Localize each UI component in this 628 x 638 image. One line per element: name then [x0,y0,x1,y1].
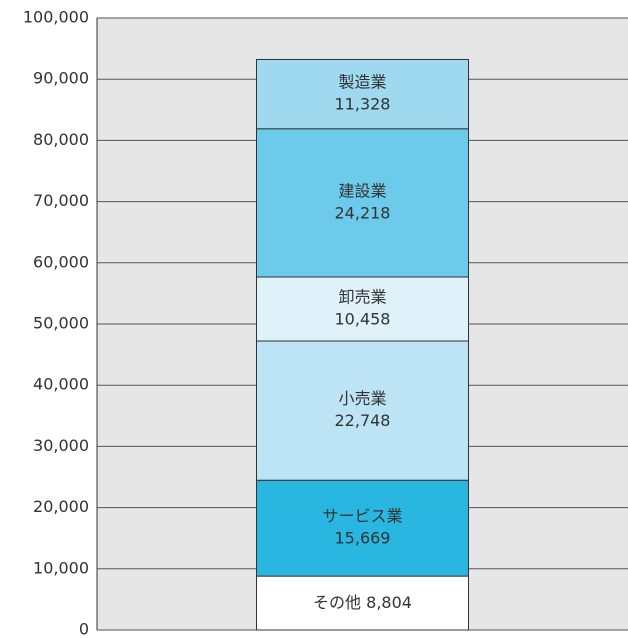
segment-name: 小売業 [338,389,386,408]
data-label: その他 8,804 [313,593,412,612]
y-tick-label: 30,000 [33,436,89,455]
y-tick-label: 0 [79,620,89,638]
segment-name: サービス業 [322,507,402,526]
value-label: 8,804 [366,593,412,612]
segment-name: その他 [313,593,361,612]
value-label: 24,218 [335,203,391,222]
bar-segment [256,276,469,342]
y-tick-label: 70,000 [33,191,89,210]
y-tick-label: 10,000 [33,558,89,577]
y-tick-label: 60,000 [33,252,89,271]
y-tick-label: 100,000 [23,8,89,27]
y-tick-label: 90,000 [33,69,89,88]
y-tick-label: 40,000 [33,375,89,394]
segment-name: 製造業 [338,73,386,92]
y-tick-label: 20,000 [33,497,89,516]
bar-segment [256,340,469,481]
segment-name: 卸売業 [338,288,386,307]
value-label: 11,328 [335,95,391,114]
y-tick-label: 80,000 [33,130,89,149]
y-tick-label: 50,000 [33,314,89,333]
segment-name: 建設業 [338,181,386,200]
bar-segment [256,128,469,278]
bar-segment [256,575,469,631]
bar-segment [256,58,469,130]
value-label: 22,748 [335,411,391,430]
bar-segment [256,479,469,577]
value-label: 15,669 [335,529,391,548]
value-label: 10,458 [335,310,391,329]
